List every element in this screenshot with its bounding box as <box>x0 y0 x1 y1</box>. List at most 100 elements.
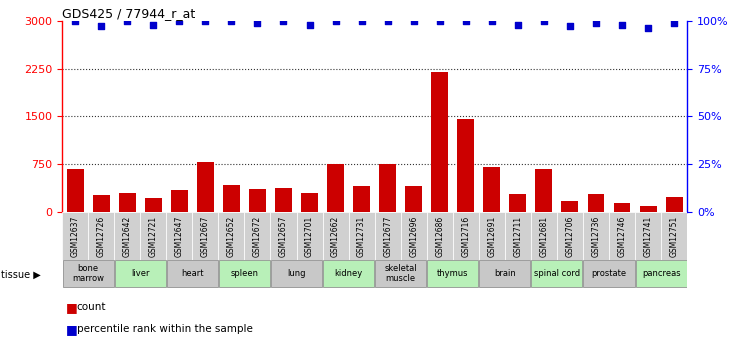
Text: GSM12637: GSM12637 <box>71 216 80 257</box>
Bar <box>510 194 526 212</box>
Text: percentile rank within the sample: percentile rank within the sample <box>77 325 253 334</box>
Bar <box>270 212 297 260</box>
Bar <box>635 260 686 287</box>
Text: prostate: prostate <box>591 269 626 278</box>
Point <box>330 18 341 23</box>
Bar <box>62 212 88 260</box>
Bar <box>583 212 609 260</box>
Point <box>382 18 393 23</box>
Point <box>356 18 368 23</box>
Text: thymus: thymus <box>437 269 469 278</box>
Bar <box>63 260 114 287</box>
Text: GSM12667: GSM12667 <box>201 216 210 257</box>
Bar <box>167 260 218 287</box>
Point <box>512 22 523 27</box>
Point <box>148 22 159 27</box>
Bar <box>219 212 244 260</box>
Bar <box>297 212 322 260</box>
Text: ■: ■ <box>66 300 77 314</box>
Bar <box>458 119 474 212</box>
Text: GSM12642: GSM12642 <box>123 216 132 257</box>
Bar <box>223 185 240 212</box>
Text: ■: ■ <box>66 323 77 336</box>
Bar <box>197 162 214 212</box>
Text: skeletal
muscle: skeletal muscle <box>385 264 417 283</box>
Text: GSM12711: GSM12711 <box>513 216 523 257</box>
Point <box>200 18 211 23</box>
Bar <box>427 212 452 260</box>
Point <box>226 18 238 23</box>
Point <box>95 24 107 29</box>
Bar <box>88 212 114 260</box>
Bar <box>405 186 423 212</box>
Bar <box>192 212 219 260</box>
Text: spleen: spleen <box>230 269 259 278</box>
Point <box>538 18 550 23</box>
Text: tissue ▶: tissue ▶ <box>1 269 41 279</box>
Text: GSM12691: GSM12691 <box>488 216 496 257</box>
Text: GSM12736: GSM12736 <box>591 216 600 257</box>
Text: GSM12746: GSM12746 <box>618 216 626 257</box>
Bar <box>301 193 318 212</box>
Bar <box>219 260 270 287</box>
Bar <box>327 164 344 212</box>
Bar <box>349 212 374 260</box>
Bar <box>583 260 635 287</box>
Bar <box>114 212 140 260</box>
Text: GSM12741: GSM12741 <box>643 216 653 257</box>
Point <box>251 20 263 26</box>
Point <box>668 20 680 26</box>
Point <box>643 26 654 31</box>
Point <box>408 18 420 23</box>
Bar <box>275 188 292 212</box>
Bar <box>375 260 426 287</box>
Point <box>278 18 289 23</box>
Bar <box>379 164 396 212</box>
Bar <box>561 201 578 212</box>
Point <box>121 18 133 23</box>
Text: GSM12686: GSM12686 <box>435 216 444 257</box>
Point <box>69 18 81 23</box>
Bar <box>557 212 583 260</box>
Bar <box>115 260 166 287</box>
Text: GSM12701: GSM12701 <box>305 216 314 257</box>
Bar <box>167 212 192 260</box>
Text: GDS425 / 77944_r_at: GDS425 / 77944_r_at <box>62 7 195 20</box>
Bar <box>480 260 531 287</box>
Text: lung: lung <box>287 269 306 278</box>
Bar <box>640 206 656 212</box>
Text: GSM12696: GSM12696 <box>409 216 418 257</box>
Bar <box>431 72 448 212</box>
Point <box>486 18 498 23</box>
Text: GSM12751: GSM12751 <box>670 216 678 257</box>
Bar <box>483 168 500 212</box>
Text: kidney: kidney <box>335 269 363 278</box>
Bar <box>323 260 374 287</box>
Bar <box>67 169 83 212</box>
Bar <box>452 212 479 260</box>
Text: GSM12726: GSM12726 <box>96 216 106 257</box>
Bar <box>535 169 553 212</box>
Text: bone
marrow: bone marrow <box>72 264 105 283</box>
Bar <box>171 190 188 212</box>
Point <box>590 20 602 26</box>
Point <box>460 18 471 23</box>
Point <box>434 18 446 23</box>
Bar <box>479 212 505 260</box>
Bar <box>93 195 110 212</box>
Text: GSM12706: GSM12706 <box>566 216 575 257</box>
Bar <box>271 260 322 287</box>
Bar <box>353 186 370 212</box>
Bar <box>613 203 631 212</box>
Bar <box>531 260 583 287</box>
Point <box>303 22 315 27</box>
Point <box>564 24 576 29</box>
Text: GSM12672: GSM12672 <box>253 216 262 257</box>
Bar <box>374 212 401 260</box>
Text: count: count <box>77 302 106 312</box>
Bar <box>145 198 162 212</box>
Text: GSM12731: GSM12731 <box>357 216 366 257</box>
Bar <box>244 212 270 260</box>
Bar <box>249 189 266 212</box>
Bar <box>505 212 531 260</box>
